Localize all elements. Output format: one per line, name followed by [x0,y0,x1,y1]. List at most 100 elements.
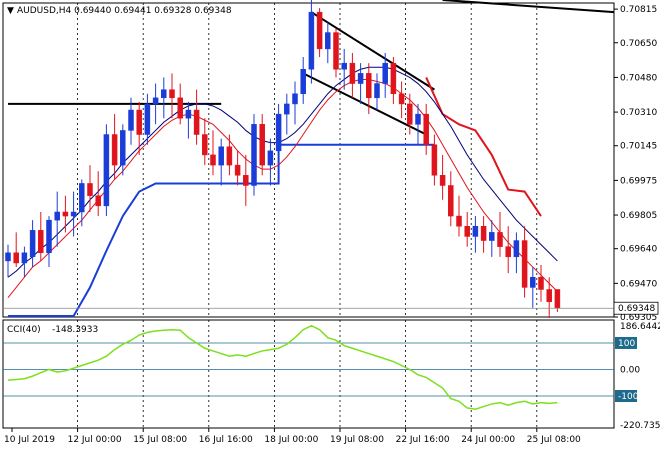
cci-label: CCI(40) [7,325,41,335]
price-tick-label: 0.70145 [620,142,657,152]
candle-body [234,164,241,176]
candle-body [70,211,77,217]
candle-body [21,252,28,264]
candle [308,0,315,84]
trend-line [442,0,615,14]
candle-body [308,11,315,70]
candle-body [431,144,438,176]
cci-tick-label: -220.7356 [620,421,660,431]
candle [407,93,413,135]
price-tick-label: 0.69805 [620,211,657,221]
cci-axis[interactable]: 186.6442 100 0.00 -100 -220.7356 [615,322,660,431]
candle [390,57,397,104]
time-tick-label: 22 Jul 16:00 [396,435,450,445]
candle-body [513,240,520,258]
candle-body [390,62,397,94]
candle-body [251,124,257,186]
candle [316,8,323,58]
candle [275,103,282,166]
candle-body [554,289,561,309]
candle [472,216,479,253]
candle [284,93,290,135]
ma-slow-line [7,66,558,278]
candle-body [128,109,134,131]
candle-body [472,226,479,237]
candle [152,83,159,125]
candle [243,154,249,206]
candle-body [38,230,44,254]
candle-body [95,195,101,207]
candle [431,134,438,186]
candle-body [464,226,470,237]
candle [374,73,380,111]
candle [185,101,192,139]
candle-body [62,211,69,217]
time-tick-label: 10 Jul 2019 [4,435,55,445]
price-axis[interactable]: 0.70815 0.70650 0.70480 0.70310 0.70145 0.699… [613,5,659,323]
candle-body [325,32,331,50]
cci-tick-label: -100 [618,392,639,402]
candle-body [46,219,52,254]
candle [267,138,274,186]
candle [62,195,69,233]
candle-body [366,73,372,99]
candle [177,83,183,125]
price-pane-frame [2,2,615,318]
candle [448,171,454,227]
candle-body [357,73,364,84]
candle-body [497,232,503,247]
candle [521,226,528,298]
candle-body [505,246,511,258]
candle [538,265,544,302]
candle-body [382,62,388,84]
candle [169,73,175,119]
price-tick-label: 0.70480 [620,73,657,83]
candle [415,103,421,145]
candle-body [480,226,487,241]
candle [13,232,19,268]
candle [251,114,257,196]
candle [5,244,11,278]
candle-body [341,62,347,70]
cci-pane-frame [2,319,615,429]
price-tick-label: 0.69470 [620,279,657,289]
candle [423,103,429,155]
candle [54,191,60,247]
candle [300,57,306,104]
price-pane[interactable] [2,0,615,319]
candle-body [407,103,413,125]
candle-body [538,276,544,290]
candle [70,191,77,237]
candle [456,195,462,237]
candle-body [185,109,192,119]
candle [210,130,216,176]
candle [218,138,224,186]
candle-body [374,83,380,99]
candle-body [316,11,323,50]
cci-tick-label: 100 [618,339,635,349]
header-arrow-icon[interactable]: ▼ [7,6,14,16]
candle-body [259,124,265,166]
candle-body [300,69,306,94]
cci-pane[interactable]: CCI(40) -148.3933 [2,319,615,429]
candle [464,211,470,247]
time-axis[interactable]: 10 Jul 2019 12 Jul 00:00 15 Jul 08:00 16 Ju… [4,428,581,445]
candle-body [210,154,216,166]
time-tick-label: 25 Jul 08:00 [527,435,581,445]
candle [29,220,36,268]
candle-body [489,232,495,241]
candle [87,165,93,212]
trend-line [302,72,427,136]
candle-body [530,276,536,288]
candle-body [448,185,454,217]
candle [530,267,536,308]
price-tick-label: 0.70815 [620,5,657,15]
candle-body [144,103,151,135]
candle [357,63,364,104]
candle [480,216,487,253]
candle [439,154,446,200]
cci-level-box [615,389,637,402]
candle [136,101,142,155]
candle [38,211,44,261]
